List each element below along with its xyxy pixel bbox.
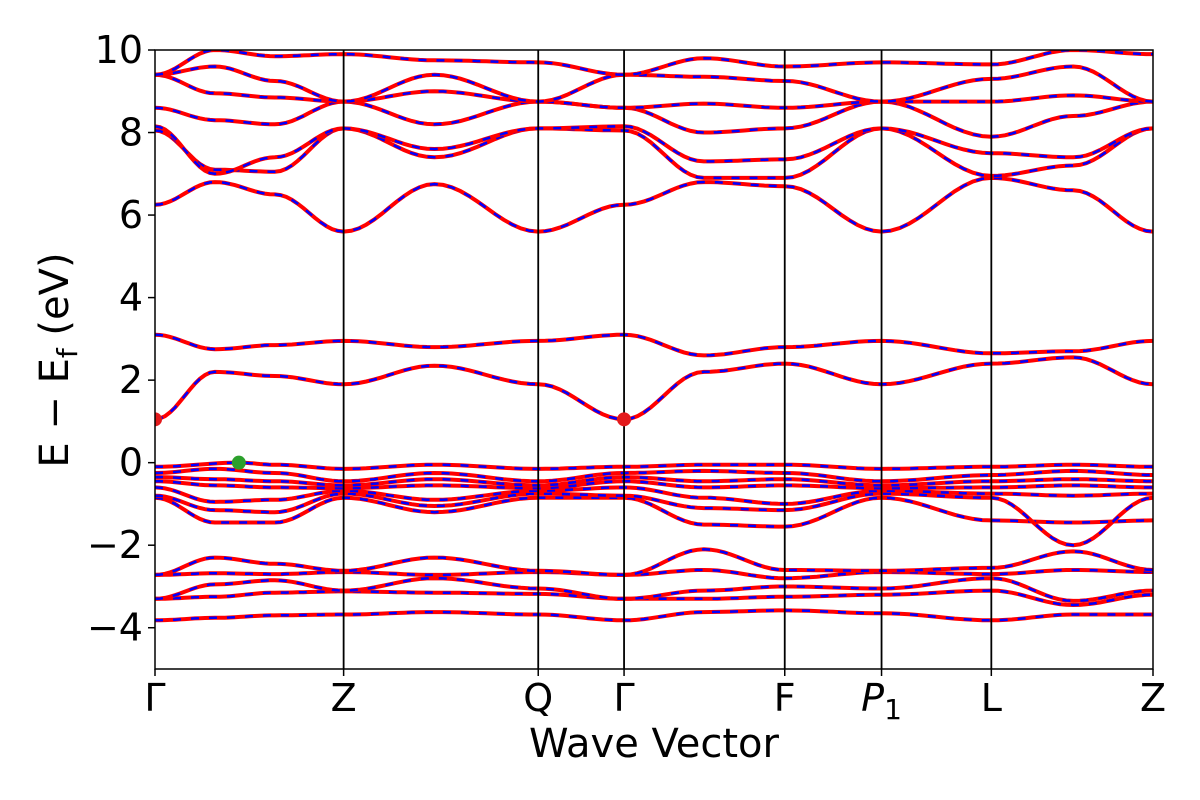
x-tick-label: Z xyxy=(331,676,357,720)
y-tick-label: 4 xyxy=(119,276,143,320)
vbm-marker xyxy=(231,455,246,470)
y-axis: −4 −2 0 2 4 6 8 10 xyxy=(87,28,155,650)
x-tick-label: Q xyxy=(523,676,553,720)
y-tick-label: 10 xyxy=(95,28,143,72)
cbm-marker xyxy=(617,412,632,427)
y-tick-label: 8 xyxy=(119,111,143,155)
x-tick-label: Γ xyxy=(144,676,165,720)
kpath-lines xyxy=(342,50,993,669)
x-tick-label: Γ xyxy=(613,676,634,720)
band-line-red xyxy=(155,124,1153,176)
band-line-red xyxy=(155,332,1153,358)
band-line-blue xyxy=(155,65,1153,103)
x-tick-label: Z xyxy=(1140,676,1166,720)
band-line-blue xyxy=(155,125,1153,176)
y-tick-label: −4 xyxy=(87,606,143,650)
x-tick-label: F xyxy=(774,676,796,720)
band-line-red xyxy=(155,50,1153,77)
cbm-marker xyxy=(155,412,162,427)
band-line-red xyxy=(155,547,1153,577)
bands-layer xyxy=(155,50,1153,623)
band-line-red xyxy=(155,64,1153,104)
x-tick-label: P1 xyxy=(861,676,902,726)
y-tick-label: 0 xyxy=(119,441,143,485)
band-line-blue xyxy=(155,356,1153,421)
band-line-blue xyxy=(155,548,1153,577)
band-line-red xyxy=(155,175,1153,234)
band-line-blue xyxy=(155,176,1153,233)
extrema-markers xyxy=(155,412,632,470)
x-axis: Γ Z Q Γ F P1 L Z xyxy=(144,669,1166,726)
y-axis-label: E − Ef (eV) xyxy=(32,252,84,467)
y-tick-label: 6 xyxy=(119,193,143,237)
y-tick-label: −2 xyxy=(87,523,143,567)
y-tick-label: 2 xyxy=(119,358,143,402)
plot-frame xyxy=(154,49,1154,670)
x-tick-label: L xyxy=(981,676,1002,720)
x-axis-label: Wave Vector xyxy=(529,721,780,767)
band-line-red xyxy=(155,355,1153,422)
